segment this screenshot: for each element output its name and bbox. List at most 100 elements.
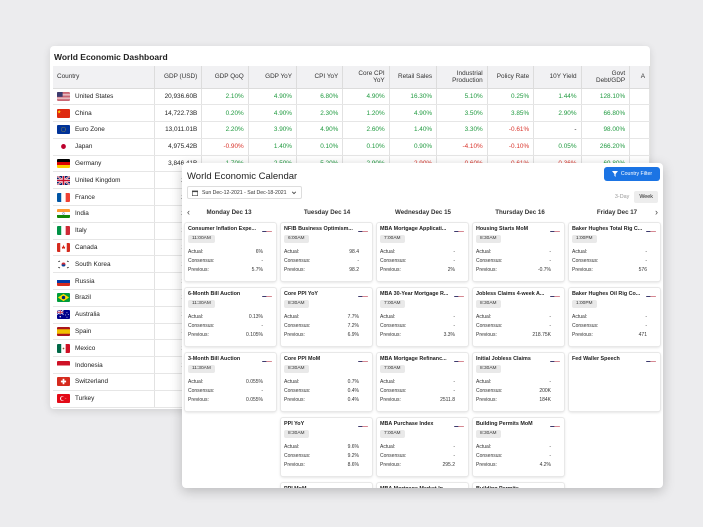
event-card[interactable]: PPI YoY 8:30AM Actual: 9.6% Consensus: 9.2% Pr… (281, 418, 372, 476)
event-previous-label: Previous: (380, 267, 401, 273)
event-previous-label: Previous: (476, 462, 497, 468)
country-cell: Euro Zone (53, 121, 156, 139)
column-header[interactable]: A (629, 66, 650, 89)
event-card[interactable]: Building Permits MoM 8:30AM Actual: - Consen… (473, 418, 564, 476)
table-row[interactable]: China 14,722.73B 0.20% 4.90% 2.30% 1.20% 4.90%… (53, 104, 650, 123)
event-actual-value: - (549, 314, 551, 320)
event-previous-label: Previous: (380, 462, 401, 468)
event-card[interactable]: MBA Mortgage Market In... (377, 483, 468, 488)
event-time-badge: 8:30AM (476, 430, 501, 438)
event-consensus-value: - (261, 388, 263, 394)
event-previous-label: Previous: (188, 267, 209, 273)
event-actual-label: Actual: (572, 249, 588, 255)
event-card[interactable]: MBA Purchase Index 7:00AM Actual: - Consensu… (377, 418, 468, 476)
event-consensus-row: Consensus: 9.2% (284, 453, 359, 459)
column-header[interactable]: Core CPI YoY (342, 66, 390, 89)
country-name: Japan (75, 143, 93, 151)
event-card[interactable]: Fed Waller Speech (569, 353, 660, 411)
country-filter-button[interactable]: Country Filter (604, 167, 660, 181)
event-previous-label: Previous: (476, 332, 497, 338)
event-card[interactable]: Housing Starts MoM 8:30AM Actual: - Consensu… (473, 223, 564, 281)
event-card[interactable]: Jobless Claims 4-week A... 8:30AM Actual: -… (473, 288, 564, 346)
date-range-picker[interactable]: Sun Dec-12-2021 - Sat Dec-18-2021 (187, 186, 302, 199)
day-header: Monday Dec 13 (206, 209, 252, 216)
event-consensus-label: Consensus: (572, 258, 599, 264)
data-cell: 3.30% (436, 121, 488, 139)
event-actual-row: Actual: 0.055% (188, 379, 263, 385)
flag-us-icon (646, 290, 656, 297)
event-consensus-row: Consensus: - (476, 258, 551, 264)
event-consensus-row: Consensus: - (572, 258, 647, 264)
event-card[interactable]: 6-Month Bill Auction 11:30AM Actual: 0.13% C… (185, 288, 276, 346)
country-name: Euro Zone (75, 126, 105, 134)
table-row[interactable]: Euro Zone 13,011.01B 2.20% 3.90% 4.90% 2.60% 1… (53, 121, 650, 139)
prev-week-arrow-icon[interactable]: ‹ (187, 207, 190, 217)
column-header[interactable]: GDP YoY (248, 66, 297, 89)
column-header[interactable]: CPI YoY (296, 66, 344, 89)
event-consensus-row: Consensus: 7.2% (284, 323, 359, 329)
data-cell: - (533, 121, 582, 139)
next-week-arrow-icon[interactable]: › (655, 207, 658, 217)
view-3day-button[interactable]: 3-Day (614, 194, 630, 200)
column-header[interactable]: GDP QoQ (201, 66, 249, 89)
event-actual-value: - (549, 249, 551, 255)
event-consensus-value: 200K (539, 388, 551, 394)
event-consensus-value: - (357, 258, 359, 264)
event-previous-value: 2% (447, 267, 455, 273)
country-name: Indonesia (75, 361, 103, 369)
event-card[interactable]: Baker Hughes Oil Rig Co... 1:00PM Actual: -… (569, 288, 660, 346)
event-consensus-value: 9.2% (347, 453, 359, 459)
column-header[interactable]: Govt Debt/GDP (581, 66, 631, 89)
event-card[interactable]: Core PPI YoY 8:30AM Actual: 7.7% Consensus: 7… (281, 288, 372, 346)
event-card[interactable]: MBA Mortgage Refinanc... 7:00AM Actual: - Co… (377, 353, 468, 411)
event-card[interactable]: Building Permits (473, 483, 564, 488)
day-header: Friday Dec 17 (596, 209, 638, 216)
event-card[interactable]: MBA 30-Year Mortgage R... 7:00AM Actual: - C… (377, 288, 468, 346)
data-cell: -0.61% (487, 121, 535, 139)
event-time-badge: 11:00AM (188, 235, 215, 243)
event-actual-value: 0.13% (248, 314, 263, 320)
event-card[interactable]: Core PPI MoM 8:30AM Actual: 0.7% Consensus: 0… (281, 353, 372, 411)
event-consensus-label: Consensus: (476, 453, 503, 459)
event-card[interactable]: Consumer Inflation Expe... 11:00AM Actual:… (185, 223, 276, 281)
data-cell: 98.00% (581, 121, 631, 139)
flag-us-icon (358, 290, 368, 297)
data-cell: 1.20% (342, 104, 390, 123)
event-previous-value: 0.4% (347, 397, 359, 403)
view-week-button[interactable]: Week (634, 191, 658, 203)
event-card[interactable]: 3-Month Bill Auction 11:30AM Actual: 0.055%… (185, 353, 276, 411)
event-card[interactable]: Initial Jobless Claims 8:30AM Actual: - Cons… (473, 353, 564, 411)
country-cell: South Korea (53, 255, 156, 274)
flag-us-icon (358, 485, 368, 488)
event-previous-value: 98.2 (349, 267, 359, 273)
event-card[interactable]: MBA Mortgage Applicati... 7:00AM Actual: - C… (377, 223, 468, 281)
event-actual-row: Actual: - (572, 314, 647, 320)
event-card[interactable]: PPI MoM (281, 483, 372, 488)
event-previous-value: 4.2% (539, 462, 551, 468)
event-card[interactable]: NFIB Business Optimism... 6:00AM Actual: 98… (281, 223, 372, 281)
event-consensus-value: - (453, 258, 455, 264)
event-consensus-row: Consensus: 0.4% (284, 388, 359, 394)
column-header[interactable]: Policy Rate (487, 66, 535, 89)
column-header[interactable]: Country (53, 66, 156, 89)
flag-jp-icon (57, 142, 70, 152)
economic-calendar-window: World Economic Calendar Country Filter S… (182, 163, 663, 488)
event-name: Fed Waller Speech (572, 356, 620, 362)
column-header[interactable]: Industrial Production (436, 66, 488, 89)
flag-us-icon (454, 420, 464, 427)
flag-fr-icon (57, 192, 70, 202)
column-header[interactable]: GDP (USD) (154, 66, 203, 89)
event-previous-value: 0.055% (246, 397, 263, 403)
event-card[interactable]: Baker Hughes Total Rig C... 1:00PM Actual:… (569, 223, 660, 281)
table-row[interactable]: Japan 4,975.42B -0.90% 1.40% 0.10% 0.10% 0.90%… (53, 138, 650, 156)
event-time-badge: 1:00PM (572, 300, 597, 308)
country-cell: Italy (53, 222, 156, 240)
column-header[interactable]: 10Y Yield (533, 66, 582, 89)
table-row[interactable]: United States 20,936.60B 2.10% 4.90% 6.80% 4.… (53, 88, 650, 106)
event-consensus-label: Consensus: (380, 323, 407, 329)
country-cell: India (53, 205, 156, 223)
event-consensus-row: Consensus: - (380, 453, 455, 459)
event-previous-label: Previous: (476, 267, 497, 273)
column-header[interactable]: Retail Sales (389, 66, 438, 89)
flag-us-icon (262, 355, 272, 362)
